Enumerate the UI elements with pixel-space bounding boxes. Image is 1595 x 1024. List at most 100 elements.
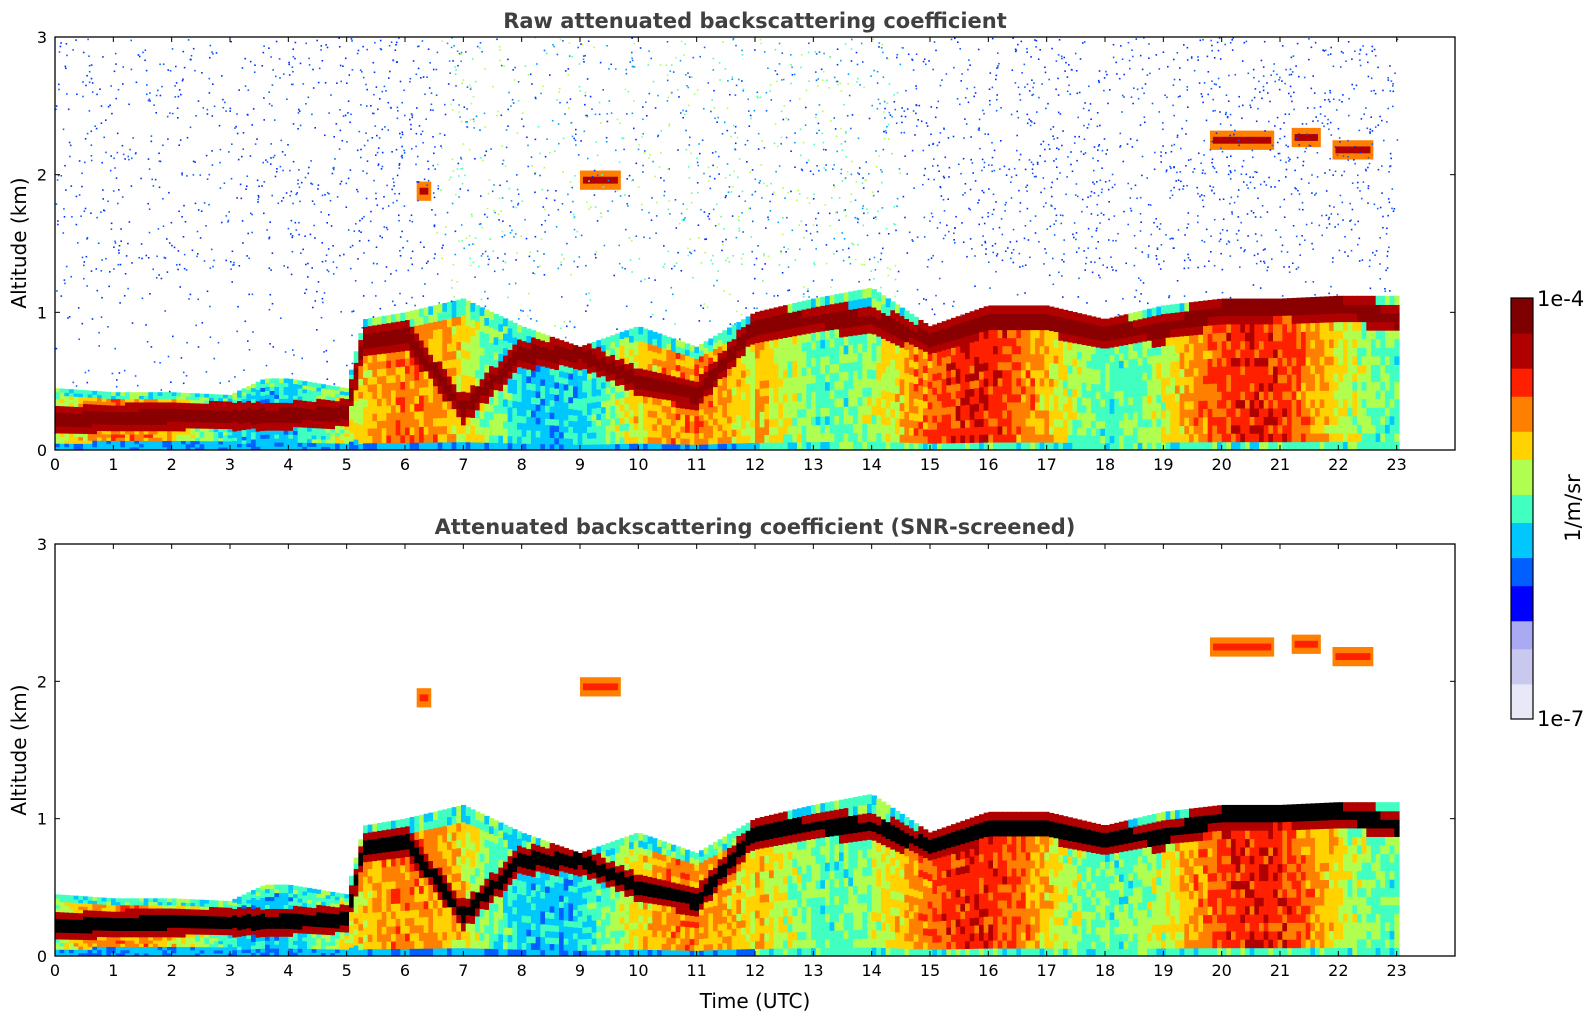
backscatter-cell bbox=[619, 436, 625, 445]
backscatter-cell bbox=[111, 437, 117, 441]
backscatter-cell bbox=[521, 395, 527, 403]
backscatter-cell bbox=[344, 401, 350, 406]
backscatter-cell bbox=[1109, 383, 1115, 392]
backscatter-cell bbox=[1151, 323, 1157, 332]
backscatter-cell bbox=[1301, 305, 1307, 316]
backscatter-cell bbox=[853, 361, 859, 371]
backscatter-cell bbox=[1044, 337, 1050, 347]
backscatter-cell bbox=[1170, 425, 1176, 435]
backscatter-cell bbox=[717, 397, 723, 406]
backscatter-cell bbox=[1058, 347, 1064, 357]
backscatter-cell bbox=[601, 369, 607, 377]
backscatter-cell bbox=[1212, 374, 1218, 384]
backscatter-cell bbox=[685, 396, 691, 404]
backscatter-cell bbox=[414, 403, 420, 412]
backscatter-cell bbox=[717, 410, 723, 419]
backscatter-cell bbox=[638, 395, 644, 403]
backscatter-cell bbox=[1301, 441, 1307, 450]
backscatter-cell bbox=[899, 362, 905, 372]
backscatter-cell bbox=[241, 422, 247, 427]
backscatter-cell bbox=[223, 422, 229, 427]
backscatter-cell bbox=[1282, 374, 1288, 384]
backscatter-cell bbox=[843, 432, 849, 442]
backscatter-cell bbox=[717, 404, 723, 412]
backscatter-cell bbox=[232, 424, 238, 429]
backscatter-cell bbox=[1091, 442, 1097, 450]
backscatter-cell bbox=[1025, 409, 1031, 419]
backscatter-cell bbox=[134, 401, 140, 406]
backscatter-cell bbox=[87, 420, 93, 425]
backscatter-cell bbox=[447, 375, 453, 385]
backscatter-cell bbox=[475, 337, 481, 347]
backscatter-cell bbox=[993, 433, 999, 443]
backscatter-cell bbox=[535, 351, 541, 359]
backscatter-cell bbox=[801, 358, 807, 368]
backscatter-cell bbox=[582, 438, 588, 445]
backscatter-cell bbox=[652, 345, 658, 353]
backscatter-cell bbox=[209, 400, 215, 404]
backscatter-cell bbox=[395, 381, 401, 390]
backscatter-cell bbox=[1086, 367, 1092, 376]
backscatter-cell bbox=[629, 328, 635, 336]
backscatter-cell bbox=[946, 362, 952, 371]
backscatter-cell bbox=[773, 418, 779, 427]
backscatter-cell bbox=[498, 316, 504, 325]
backscatter-cell bbox=[867, 287, 873, 298]
backscatter-cell bbox=[498, 353, 504, 362]
backscatter-cell bbox=[335, 411, 341, 416]
backscatter-cell bbox=[199, 443, 205, 448]
backscatter-cell bbox=[1039, 305, 1045, 315]
backscatter-cell bbox=[666, 431, 672, 439]
backscatter-cell bbox=[703, 353, 709, 360]
backscatter-cell bbox=[1268, 306, 1274, 316]
backscatter-cell bbox=[596, 382, 602, 390]
backscatter-cell bbox=[764, 309, 770, 318]
backscatter-cell bbox=[773, 323, 779, 332]
backscatter-cell bbox=[605, 361, 611, 369]
backscatter-cell bbox=[1016, 417, 1022, 427]
backscatter-cell bbox=[470, 311, 476, 320]
backscatter-cell bbox=[876, 336, 882, 346]
backscatter-cell bbox=[960, 344, 966, 353]
backscatter-cell bbox=[293, 410, 299, 416]
backscatter-cell bbox=[1259, 357, 1265, 367]
backscatter-cell bbox=[1282, 306, 1288, 316]
backscatter-cell bbox=[867, 296, 873, 307]
backscatter-cell bbox=[573, 380, 579, 387]
backscatter-cell bbox=[1039, 369, 1045, 379]
backscatter-cell bbox=[559, 431, 565, 439]
backscatter-cell bbox=[759, 395, 765, 405]
backscatter-cell bbox=[433, 377, 439, 387]
backscatter-cell bbox=[260, 418, 266, 424]
backscatter-cell bbox=[447, 351, 453, 361]
backscatter-cell bbox=[596, 443, 602, 450]
backscatter-cell bbox=[909, 427, 915, 436]
backscatter-cell bbox=[465, 441, 471, 450]
backscatter-cell bbox=[582, 420, 588, 428]
backscatter-cell bbox=[59, 443, 65, 448]
backscatter-cell bbox=[960, 389, 966, 398]
backscatter-cell bbox=[349, 400, 355, 406]
backscatter-cell bbox=[400, 434, 406, 443]
backscatter-cell bbox=[680, 437, 686, 445]
backscatter-cell bbox=[1226, 340, 1232, 350]
backscatter-cell bbox=[1291, 382, 1297, 392]
backscatter-cell bbox=[717, 332, 723, 341]
backscatter-cell bbox=[395, 366, 401, 375]
backscatter-cell bbox=[1282, 323, 1288, 333]
backscatter-cell bbox=[181, 446, 187, 450]
backscatter-cell bbox=[708, 338, 714, 346]
backscatter-cell bbox=[1035, 369, 1041, 379]
backscatter-cell bbox=[442, 327, 448, 337]
backscatter-cell bbox=[755, 419, 761, 428]
backscatter-cell bbox=[913, 420, 919, 429]
backscatter-cell bbox=[148, 421, 154, 425]
backscatter-cell bbox=[227, 397, 233, 402]
backscatter-cell bbox=[1329, 296, 1335, 306]
backscatter-cell bbox=[573, 391, 579, 399]
backscatter-cell bbox=[694, 427, 700, 434]
backscatter-cell bbox=[507, 385, 513, 394]
backscatter-cell bbox=[1301, 297, 1307, 307]
backscatter-cell bbox=[78, 416, 84, 421]
backscatter-cell bbox=[484, 340, 490, 350]
